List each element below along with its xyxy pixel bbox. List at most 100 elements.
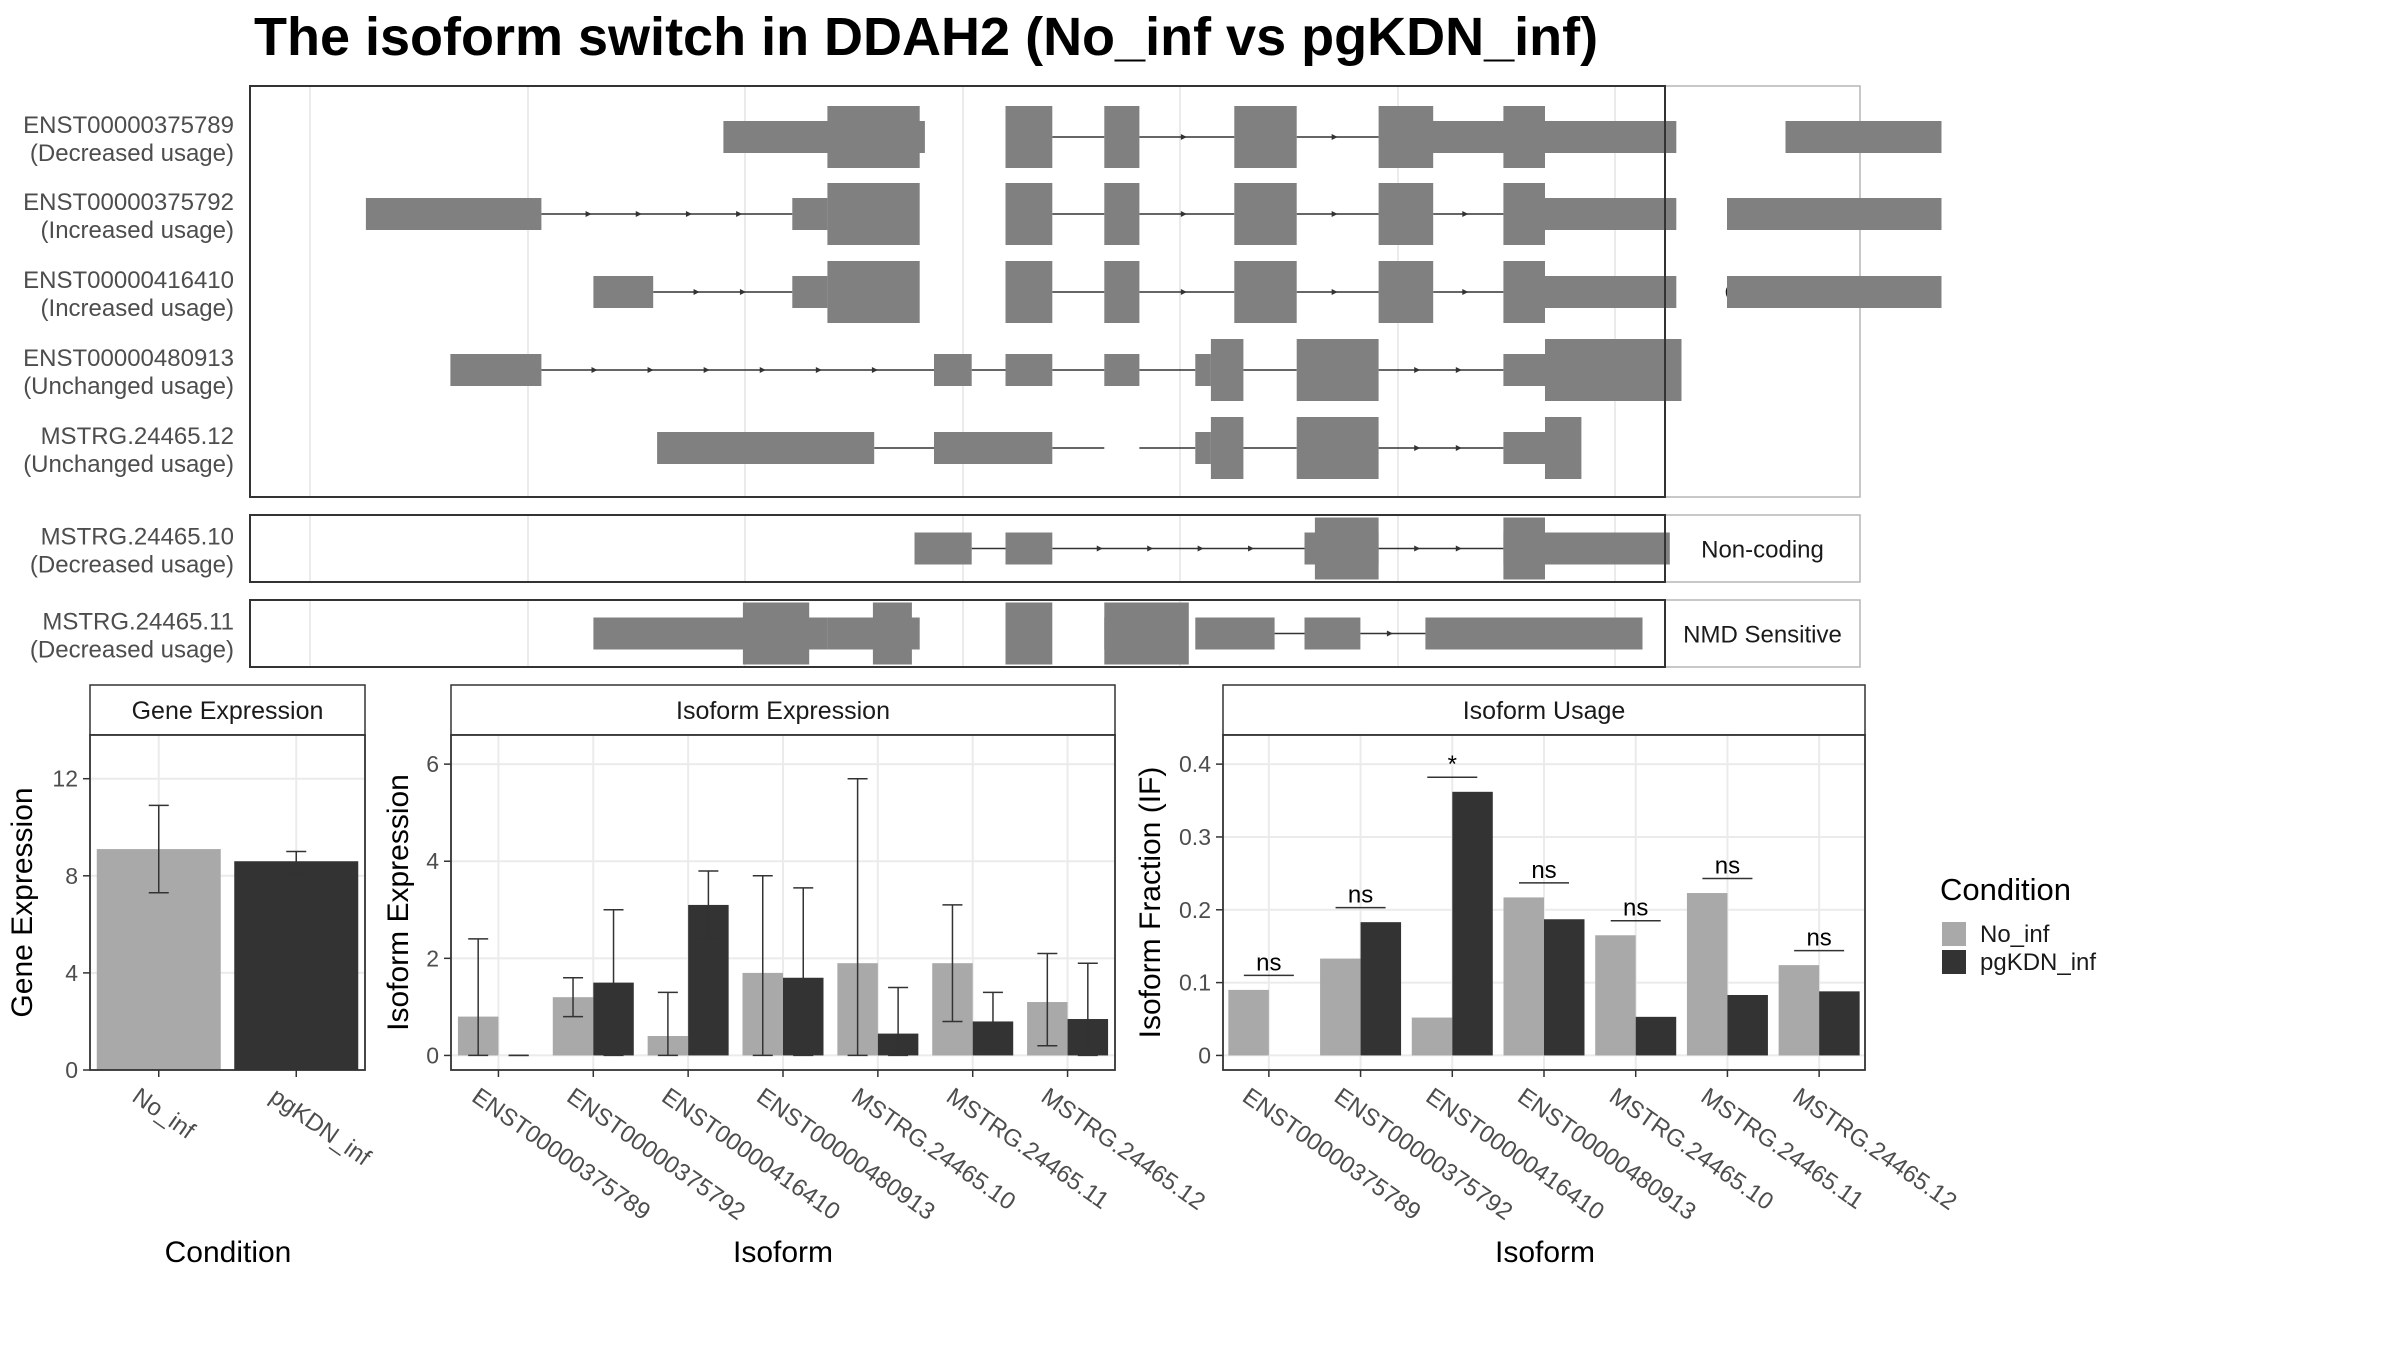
gene-expression-panel: Gene Expression 0 4 8 12 No_inf pgKDN_inf Gene … — [6, 684, 376, 1269]
coding-exon — [1545, 417, 1582, 479]
coding-exon — [1296, 417, 1379, 479]
legend-label: pgKDN_inf — [1980, 949, 2096, 976]
plot-border — [1222, 734, 1866, 1071]
utr-exon — [1727, 276, 1942, 308]
utr-exon — [1727, 198, 1942, 230]
y-axis-title: Isoform Fraction (IF) — [1134, 767, 1167, 1039]
coding-exon — [1210, 417, 1244, 479]
x-tick-label: MSTRG.24465.12 — [1036, 1083, 1210, 1216]
coding-exon — [872, 602, 912, 665]
intron-arrow — [739, 289, 746, 295]
utr-exon — [657, 432, 875, 464]
significance-label: ns — [1623, 895, 1648, 922]
y-tick-label: 6 — [426, 751, 439, 777]
x-axis-title: Isoform — [1495, 1236, 1595, 1269]
y-tick-label: 4 — [65, 960, 78, 986]
intron-arrow — [1147, 545, 1154, 552]
intron-arrow — [871, 367, 878, 373]
coding-exon — [742, 602, 810, 665]
x-axis-title: Isoform — [733, 1236, 833, 1269]
intron-arrow — [1414, 445, 1421, 451]
bar — [1228, 989, 1269, 1056]
coding-exon — [1005, 106, 1053, 168]
panel-strip — [1222, 684, 1866, 736]
intron-arrow — [1096, 545, 1103, 552]
coding-exon — [1005, 183, 1053, 245]
bar — [1595, 935, 1636, 1056]
y-tick-label: 0 — [65, 1057, 78, 1083]
intron-arrow — [1462, 289, 1469, 295]
legend-swatch — [1942, 950, 1966, 974]
intron-arrow — [1331, 134, 1338, 140]
y-tick-label: 0 — [426, 1042, 439, 1068]
x-tick-label: No_inf — [127, 1083, 200, 1145]
structure-panel-border — [249, 85, 1666, 498]
intron-arrow — [685, 211, 692, 217]
coding-exon — [827, 183, 920, 245]
x-tick-label: ENST00000375789 — [467, 1083, 655, 1226]
x-axis-title: Condition — [165, 1236, 292, 1269]
utr-exon — [450, 354, 542, 386]
intron-arrow — [1180, 289, 1187, 295]
legend-label: No_inf — [1980, 921, 2050, 948]
intron-arrow — [1331, 211, 1338, 217]
coding-exon — [1545, 339, 1682, 401]
intron-arrow — [1455, 367, 1462, 373]
panel-strip — [89, 684, 366, 736]
intron-arrow — [1248, 545, 1255, 552]
plot-border — [450, 734, 1116, 1071]
utr-exon — [1529, 276, 1677, 308]
utr-exon — [1195, 617, 1275, 650]
coding-exon — [1234, 106, 1297, 168]
coding-exon — [1210, 339, 1244, 401]
bar — [1452, 791, 1493, 1056]
facet-strip-label: NMD Sensitive — [1683, 622, 1842, 649]
bar — [1727, 994, 1768, 1056]
x-tick-label: MSTRG.24465.10 — [846, 1083, 1020, 1216]
transcript-id-label: ENST00000375789 — [23, 112, 234, 139]
intron-arrow — [1386, 630, 1393, 637]
coding-exon — [827, 261, 920, 323]
utr-exon — [914, 532, 972, 565]
transcript-usage-label: (Unchanged usage) — [23, 373, 234, 400]
bar — [1819, 991, 1860, 1056]
coding-exon — [1378, 261, 1434, 323]
page-title: The isoform switch in DDAH2 (No_inf vs p… — [254, 7, 1598, 67]
coding-exon — [827, 106, 920, 168]
legend-swatch — [1942, 922, 1966, 946]
utr-exon — [1785, 121, 1942, 153]
transcript-id-label: ENST00000480913 — [23, 345, 234, 372]
utr-exon — [934, 354, 972, 386]
bar — [1411, 1017, 1453, 1056]
legend-title: Condition — [1940, 872, 2071, 907]
transcript-id-label: MSTRG.24465.11 — [42, 609, 234, 636]
intron-arrow — [815, 367, 822, 373]
transcript-usage-label: (Decreased usage) — [30, 552, 234, 579]
panel-strip-title: Gene Expression — [132, 697, 324, 725]
intron-arrow — [736, 211, 743, 217]
isoform-structure-plot: CodingENST00000375789(Decreased usage)EN… — [23, 85, 1942, 668]
coding-exon — [1378, 106, 1434, 168]
utr-exon — [1104, 354, 1140, 386]
y-tick-label: 0.3 — [1179, 824, 1211, 850]
intron-arrow — [693, 289, 700, 295]
intron-arrow — [1180, 134, 1187, 140]
bar — [1503, 897, 1544, 1056]
plot-border — [89, 734, 366, 1071]
coding-exon — [1104, 106, 1140, 168]
coding-exon — [1005, 602, 1053, 665]
transcript-usage-label: (Increased usage) — [41, 295, 234, 322]
intron-arrow — [1414, 545, 1421, 552]
utr-exon — [1005, 532, 1053, 565]
y-tick-label: 0.4 — [1179, 751, 1211, 777]
significance-label: ns — [1806, 925, 1831, 952]
significance-label: ns — [1348, 882, 1373, 909]
coding-exon — [1314, 517, 1379, 580]
y-tick-label: 0.1 — [1179, 970, 1211, 996]
intron-arrow — [1180, 211, 1187, 217]
x-tick-label: ENST00000375792 — [562, 1083, 750, 1226]
utr-exon — [1195, 354, 1211, 386]
significance-label: ns — [1256, 949, 1281, 976]
transcript-usage-label: (Unchanged usage) — [23, 451, 234, 478]
